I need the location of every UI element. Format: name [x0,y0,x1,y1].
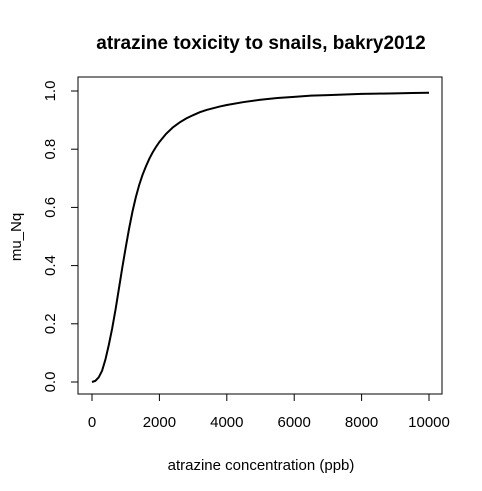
y-axis-label: mu_Nq [8,213,25,261]
y-tick-label: 0.0 [42,372,59,393]
x-tick-label: 6000 [278,414,311,431]
x-axis: 0 2000 4000 6000 8000 10000 [88,393,450,431]
x-tick-label: 0 [88,414,96,431]
series-line [91,91,430,383]
x-axis-label: atrazine concentration (ppb) [168,457,355,474]
plot-frame [77,76,443,395]
x-tick-label: 10000 [408,414,450,431]
y-tick-label: 1.0 [42,81,59,102]
y-tick-label: 0.8 [42,139,59,160]
x-tick-label: 4000 [210,414,243,431]
chart-title: atrazine toxicity to snails, bakry2012 [96,33,426,54]
y-tick-label: 0.2 [42,313,59,334]
y-tick-label: 0.6 [42,197,59,218]
y-tick-label: 0.4 [42,255,59,276]
x-tick-label: 8000 [345,414,378,431]
y-axis: 0.0 0.2 0.4 0.6 0.8 1.0 [42,81,79,393]
x-tick-label: 2000 [143,414,176,431]
